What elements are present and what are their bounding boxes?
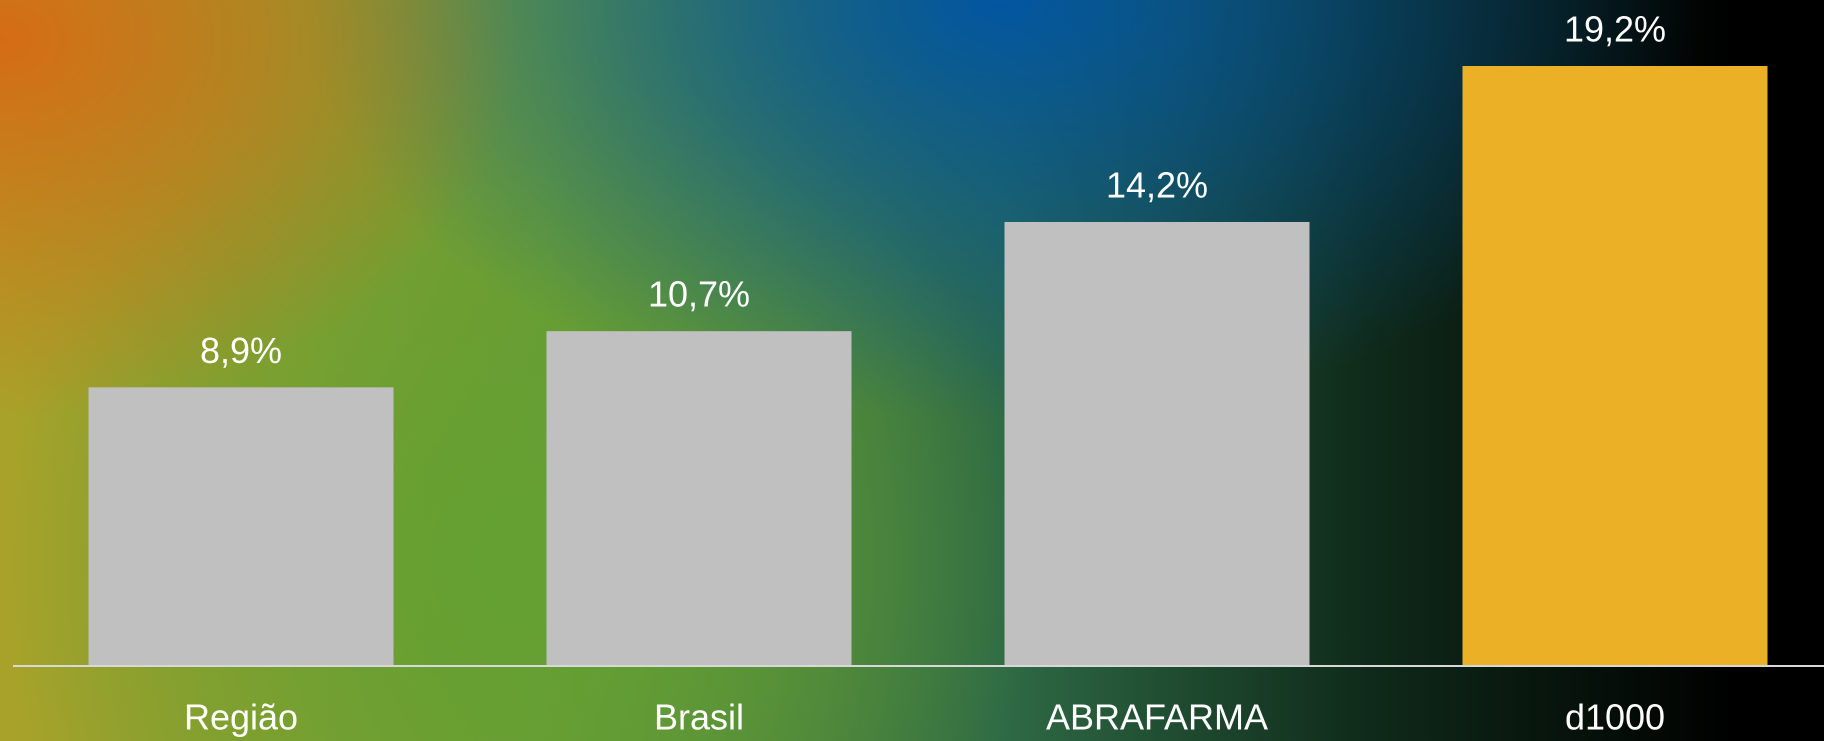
x-tick-label: d1000 bbox=[1565, 697, 1665, 738]
value-label: 8,9% bbox=[200, 330, 282, 371]
bar bbox=[1462, 66, 1768, 665]
x-tick-label: ABRAFARMA bbox=[1046, 697, 1268, 738]
bar bbox=[546, 331, 852, 665]
value-label: 19,2% bbox=[1564, 9, 1666, 50]
bar bbox=[1004, 221, 1310, 666]
x-tick-label: Brasil bbox=[654, 697, 744, 738]
x-tick-label: Região bbox=[184, 697, 298, 738]
bar bbox=[88, 387, 394, 665]
value-label: 14,2% bbox=[1106, 165, 1208, 206]
value-label: 10,7% bbox=[648, 274, 750, 315]
